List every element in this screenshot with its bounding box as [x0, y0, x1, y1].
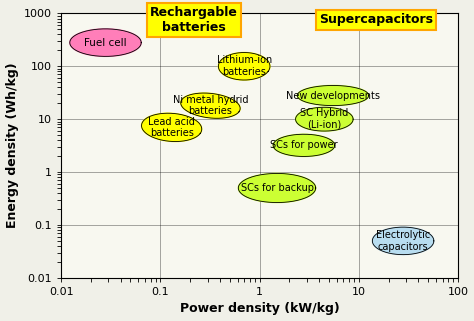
Text: Electrolytic
capacitors: Electrolytic capacitors — [376, 230, 430, 252]
Text: SCs for backup: SCs for backup — [240, 183, 313, 193]
Text: Lead acid
batteries: Lead acid batteries — [148, 117, 195, 138]
Text: Fuel cell: Fuel cell — [84, 38, 127, 48]
Text: SCs for power: SCs for power — [270, 140, 337, 150]
Polygon shape — [219, 53, 270, 80]
Polygon shape — [273, 134, 335, 156]
Polygon shape — [373, 227, 434, 255]
Y-axis label: Energy density (Wh/kg): Energy density (Wh/kg) — [6, 63, 18, 229]
Text: Lithium-ion
batteries: Lithium-ion batteries — [217, 56, 272, 77]
Polygon shape — [296, 107, 353, 131]
Text: Rechargable
batteries: Rechargable batteries — [150, 6, 238, 34]
Text: SC Hybrid
(Li-ion): SC Hybrid (Li-ion) — [300, 108, 348, 130]
Polygon shape — [238, 173, 316, 203]
Polygon shape — [142, 113, 202, 142]
X-axis label: Power density (kW/kg): Power density (kW/kg) — [180, 302, 339, 316]
Text: New developments: New developments — [286, 91, 380, 100]
Polygon shape — [297, 85, 369, 106]
Text: Supercapacitors: Supercapacitors — [319, 13, 433, 27]
Text: Ni metal hydrid
batteries: Ni metal hydrid batteries — [173, 95, 248, 117]
Polygon shape — [70, 29, 141, 56]
Polygon shape — [181, 93, 240, 118]
